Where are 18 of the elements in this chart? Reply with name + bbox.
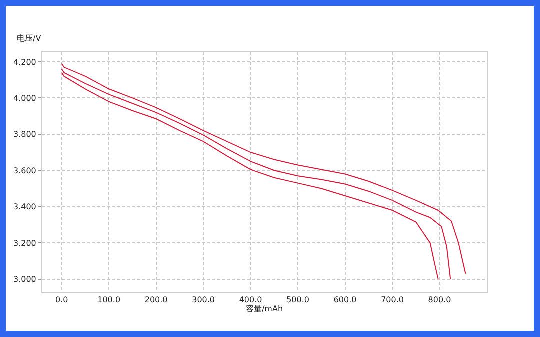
- y-axis-title: 电压/V: [17, 34, 42, 43]
- x-tick-label: 200.0: [144, 296, 168, 305]
- x-tick-label: 800.0: [428, 296, 452, 305]
- x-tick-label: 600.0: [334, 296, 357, 305]
- y-tick-label: 3.000: [13, 275, 36, 284]
- y-tick-label: 3.600: [13, 166, 36, 176]
- x-tick-label: 0.0: [55, 296, 68, 305]
- x-tick-label: 700.0: [381, 296, 404, 305]
- x-tick-label: 100.0: [98, 296, 121, 305]
- x-tick-label: 300.0: [192, 296, 216, 305]
- y-tick-label: 4.200: [13, 58, 36, 67]
- x-tick-label: 400.0: [239, 296, 262, 305]
- y-tick-label: 3.800: [13, 130, 36, 140]
- y-tick-label: 3.200: [13, 238, 36, 248]
- y-tick-label: 3.400: [13, 202, 36, 212]
- x-axis-title: 容量/mAh: [246, 304, 284, 314]
- x-tick-label: 500.0: [286, 296, 310, 305]
- y-tick-label: 4.000: [13, 94, 36, 103]
